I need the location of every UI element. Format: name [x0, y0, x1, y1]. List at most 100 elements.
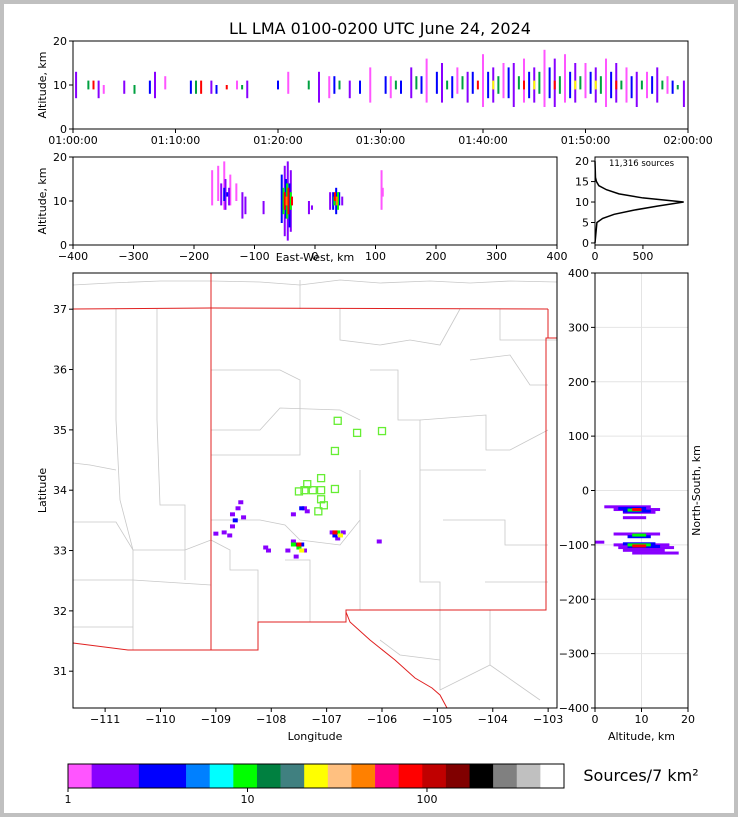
y-tick-label: 31 [53, 665, 67, 678]
source-column [148, 80, 151, 94]
x-tick-label: 02:00:00 [663, 134, 712, 147]
source-column [579, 76, 582, 90]
y-axis-label: Altitude, km [36, 51, 49, 118]
source-column [133, 85, 136, 94]
source [229, 524, 235, 529]
source-column [226, 192, 229, 197]
source-row [632, 551, 679, 555]
color-segment [516, 764, 541, 788]
source-column [512, 63, 515, 107]
y-tick-label: −300 [559, 648, 589, 661]
station [330, 446, 340, 456]
y-tick-label: 20 [53, 35, 67, 48]
x-tick-label: 20 [681, 713, 695, 726]
source [332, 533, 338, 538]
source-row [627, 535, 651, 539]
color-segment [493, 764, 518, 788]
y-tick-label: 5 [582, 216, 589, 229]
y-tick-label: −100 [559, 539, 589, 552]
source-column [228, 187, 231, 206]
x-tick-label: −106 [367, 713, 397, 726]
x-tick-label: 400 [547, 250, 568, 263]
x-tick-label: −400 [58, 250, 88, 263]
source-column [620, 80, 623, 90]
source-column [338, 192, 341, 206]
source-column [476, 80, 479, 90]
y-tick-label: 200 [568, 376, 589, 389]
x-axis-label: Longitude [288, 730, 343, 743]
source-column [425, 58, 428, 103]
source-column [400, 80, 402, 94]
x-tick-label: −104 [478, 713, 508, 726]
source [290, 539, 296, 544]
source-column [381, 187, 384, 197]
y-tick-label: 20 [53, 151, 67, 164]
x-axis-label: East-West, km [276, 251, 354, 264]
x-tick-label: −111 [90, 713, 120, 726]
frame [67, 763, 565, 789]
y-tick-label: 37 [53, 303, 67, 316]
source [265, 548, 271, 553]
source-column [456, 67, 459, 94]
x-tick-label: −108 [256, 713, 286, 726]
source-row [632, 533, 647, 537]
source-column [97, 80, 100, 99]
x-tick-label: 300 [486, 250, 507, 263]
source-column [420, 76, 423, 94]
source [227, 533, 233, 538]
x-tick-label: −110 [145, 713, 175, 726]
source-column [441, 63, 443, 103]
source-column [369, 67, 372, 103]
source [293, 554, 299, 559]
source-column [558, 76, 561, 94]
source-column [236, 80, 238, 90]
x-tick-label: 0 [312, 250, 319, 263]
y-tick-label: 10 [53, 79, 67, 92]
x-tick-label: −300 [118, 250, 148, 263]
source-column [435, 71, 438, 94]
y-tick-label: 35 [53, 424, 67, 437]
color-segment [186, 764, 211, 788]
source-column [389, 76, 392, 99]
source-column [225, 85, 228, 90]
source-column [384, 76, 387, 94]
source-column [307, 201, 310, 215]
source-column [289, 192, 292, 210]
source-column [285, 196, 288, 206]
x-tick-label: 0 [592, 250, 599, 263]
y-tick-label: 0 [582, 485, 589, 498]
source [299, 506, 305, 511]
source-column [241, 85, 244, 90]
color-segment [256, 764, 281, 788]
y-tick-label: 33 [53, 545, 67, 558]
y-axis-label: North-South, km [690, 445, 703, 536]
color-segment [138, 764, 163, 788]
frame [594, 156, 689, 246]
color-segment [91, 764, 116, 788]
source-column [223, 187, 226, 201]
source-column [210, 80, 213, 94]
source-column [288, 183, 291, 228]
station [300, 486, 309, 495]
color-segment [280, 764, 305, 788]
source-column [123, 80, 126, 94]
source-column [280, 174, 283, 223]
color-segment [209, 764, 234, 788]
source-column [497, 76, 500, 94]
source-column [229, 174, 232, 206]
source-column [283, 192, 286, 210]
source-column [217, 165, 220, 201]
x-tick-label: 01:10:00 [151, 134, 200, 147]
source-column [630, 76, 633, 99]
source-column [318, 71, 320, 103]
x-tick-label: 0 [592, 713, 599, 726]
source [340, 530, 346, 535]
source-column [328, 76, 331, 99]
source-column [553, 80, 556, 90]
source-column [224, 179, 227, 210]
altitude-histogram [594, 161, 684, 244]
source [329, 530, 335, 535]
x-tick-label: 01:30:00 [356, 134, 405, 147]
source [376, 539, 382, 544]
source-column [164, 76, 167, 90]
